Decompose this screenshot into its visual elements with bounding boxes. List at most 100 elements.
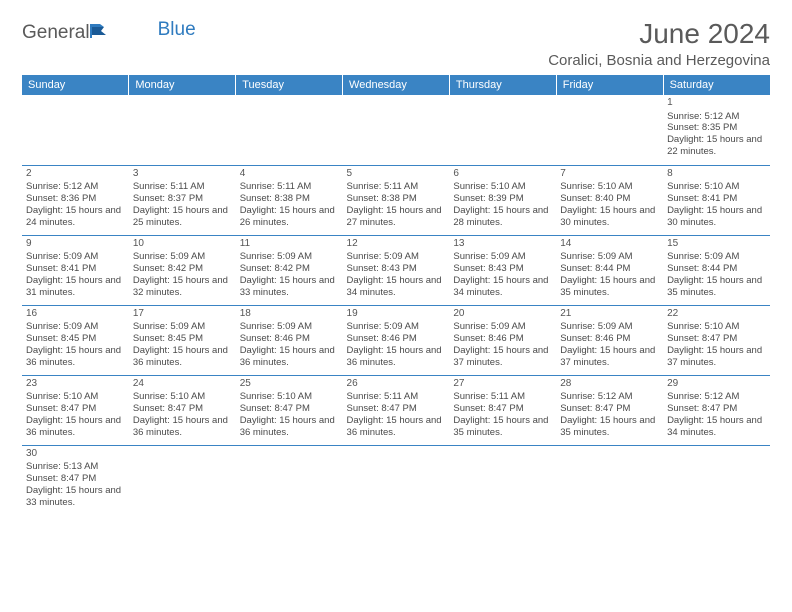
sunset-text: Sunset: 8:47 PM bbox=[26, 473, 125, 485]
calendar-cell: 13Sunrise: 5:09 AMSunset: 8:43 PMDayligh… bbox=[449, 235, 556, 305]
daylight-text: Daylight: 15 hours and 36 minutes. bbox=[347, 345, 446, 369]
sunset-text: Sunset: 8:46 PM bbox=[453, 333, 552, 345]
daylight-text: Daylight: 15 hours and 36 minutes. bbox=[26, 415, 125, 439]
daylight-text: Daylight: 15 hours and 35 minutes. bbox=[560, 275, 659, 299]
calendar-cell: 26Sunrise: 5:11 AMSunset: 8:47 PMDayligh… bbox=[343, 375, 450, 445]
calendar-cell bbox=[22, 95, 129, 165]
sunrise-text: Sunrise: 5:11 AM bbox=[133, 181, 232, 193]
sunset-text: Sunset: 8:45 PM bbox=[26, 333, 125, 345]
calendar-cell: 5Sunrise: 5:11 AMSunset: 8:38 PMDaylight… bbox=[343, 165, 450, 235]
sunset-text: Sunset: 8:39 PM bbox=[453, 193, 552, 205]
calendar-cell: 9Sunrise: 5:09 AMSunset: 8:41 PMDaylight… bbox=[22, 235, 129, 305]
sunrise-text: Sunrise: 5:12 AM bbox=[667, 111, 766, 123]
day-number: 10 bbox=[133, 238, 232, 251]
sunrise-text: Sunrise: 5:12 AM bbox=[26, 181, 125, 193]
daylight-text: Daylight: 15 hours and 25 minutes. bbox=[133, 205, 232, 229]
logo-text-general: General bbox=[22, 22, 90, 44]
day-number: 15 bbox=[667, 238, 766, 251]
col-sunday: Sunday bbox=[22, 75, 129, 95]
sunrise-text: Sunrise: 5:09 AM bbox=[133, 251, 232, 263]
sunset-text: Sunset: 8:47 PM bbox=[453, 403, 552, 415]
day-number: 7 bbox=[560, 168, 659, 181]
sunrise-text: Sunrise: 5:10 AM bbox=[240, 391, 339, 403]
calendar-cell bbox=[343, 95, 450, 165]
flag-icon bbox=[90, 24, 110, 43]
sunrise-text: Sunrise: 5:09 AM bbox=[240, 321, 339, 333]
calendar-cell: 2Sunrise: 5:12 AMSunset: 8:36 PMDaylight… bbox=[22, 165, 129, 235]
day-number: 22 bbox=[667, 308, 766, 321]
sunrise-text: Sunrise: 5:09 AM bbox=[560, 321, 659, 333]
calendar-cell bbox=[449, 95, 556, 165]
day-number: 8 bbox=[667, 168, 766, 181]
sunrise-text: Sunrise: 5:10 AM bbox=[26, 391, 125, 403]
day-number: 3 bbox=[133, 168, 232, 181]
calendar-cell bbox=[556, 445, 663, 515]
calendar-week-row: 1Sunrise: 5:12 AMSunset: 8:35 PMDaylight… bbox=[22, 95, 770, 165]
calendar-cell: 20Sunrise: 5:09 AMSunset: 8:46 PMDayligh… bbox=[449, 305, 556, 375]
sunset-text: Sunset: 8:47 PM bbox=[26, 403, 125, 415]
day-number: 24 bbox=[133, 378, 232, 391]
sunset-text: Sunset: 8:44 PM bbox=[560, 263, 659, 275]
sunrise-text: Sunrise: 5:10 AM bbox=[667, 321, 766, 333]
calendar-cell: 24Sunrise: 5:10 AMSunset: 8:47 PMDayligh… bbox=[129, 375, 236, 445]
calendar-cell: 30Sunrise: 5:13 AMSunset: 8:47 PMDayligh… bbox=[22, 445, 129, 515]
sunset-text: Sunset: 8:44 PM bbox=[667, 263, 766, 275]
daylight-text: Daylight: 15 hours and 33 minutes. bbox=[240, 275, 339, 299]
day-number: 11 bbox=[240, 238, 339, 251]
calendar-cell bbox=[129, 445, 236, 515]
daylight-text: Daylight: 15 hours and 37 minutes. bbox=[453, 345, 552, 369]
calendar-cell: 7Sunrise: 5:10 AMSunset: 8:40 PMDaylight… bbox=[556, 165, 663, 235]
calendar-cell: 10Sunrise: 5:09 AMSunset: 8:42 PMDayligh… bbox=[129, 235, 236, 305]
sunset-text: Sunset: 8:38 PM bbox=[347, 193, 446, 205]
sunrise-text: Sunrise: 5:09 AM bbox=[133, 321, 232, 333]
calendar-cell: 27Sunrise: 5:11 AMSunset: 8:47 PMDayligh… bbox=[449, 375, 556, 445]
header: General Blue June 2024 Coralici, Bosnia … bbox=[22, 18, 770, 69]
sunset-text: Sunset: 8:47 PM bbox=[667, 403, 766, 415]
title-block: June 2024 Coralici, Bosnia and Herzegovi… bbox=[548, 18, 770, 69]
calendar-cell bbox=[449, 445, 556, 515]
daylight-text: Daylight: 15 hours and 37 minutes. bbox=[667, 345, 766, 369]
calendar-cell: 12Sunrise: 5:09 AMSunset: 8:43 PMDayligh… bbox=[343, 235, 450, 305]
day-number: 6 bbox=[453, 168, 552, 181]
day-number: 9 bbox=[26, 238, 125, 251]
day-number: 21 bbox=[560, 308, 659, 321]
daylight-text: Daylight: 15 hours and 28 minutes. bbox=[453, 205, 552, 229]
sunrise-text: Sunrise: 5:11 AM bbox=[347, 181, 446, 193]
col-thursday: Thursday bbox=[449, 75, 556, 95]
calendar-cell bbox=[129, 95, 236, 165]
calendar-cell: 23Sunrise: 5:10 AMSunset: 8:47 PMDayligh… bbox=[22, 375, 129, 445]
day-number: 30 bbox=[26, 448, 125, 461]
calendar-cell: 29Sunrise: 5:12 AMSunset: 8:47 PMDayligh… bbox=[663, 375, 770, 445]
sunset-text: Sunset: 8:47 PM bbox=[133, 403, 232, 415]
location-text: Coralici, Bosnia and Herzegovina bbox=[548, 52, 770, 69]
sunset-text: Sunset: 8:46 PM bbox=[240, 333, 339, 345]
sunrise-text: Sunrise: 5:12 AM bbox=[667, 391, 766, 403]
day-number: 19 bbox=[347, 308, 446, 321]
sunset-text: Sunset: 8:38 PM bbox=[240, 193, 339, 205]
daylight-text: Daylight: 15 hours and 34 minutes. bbox=[453, 275, 552, 299]
calendar-cell: 14Sunrise: 5:09 AMSunset: 8:44 PMDayligh… bbox=[556, 235, 663, 305]
sunset-text: Sunset: 8:47 PM bbox=[667, 333, 766, 345]
sunrise-text: Sunrise: 5:09 AM bbox=[453, 321, 552, 333]
logo-text-blue: Blue bbox=[158, 19, 196, 41]
calendar-cell: 16Sunrise: 5:09 AMSunset: 8:45 PMDayligh… bbox=[22, 305, 129, 375]
sunrise-text: Sunrise: 5:09 AM bbox=[26, 251, 125, 263]
calendar-week-row: 23Sunrise: 5:10 AMSunset: 8:47 PMDayligh… bbox=[22, 375, 770, 445]
calendar-cell: 21Sunrise: 5:09 AMSunset: 8:46 PMDayligh… bbox=[556, 305, 663, 375]
col-friday: Friday bbox=[556, 75, 663, 95]
daylight-text: Daylight: 15 hours and 24 minutes. bbox=[26, 205, 125, 229]
sunset-text: Sunset: 8:46 PM bbox=[560, 333, 659, 345]
daylight-text: Daylight: 15 hours and 37 minutes. bbox=[560, 345, 659, 369]
calendar-cell: 3Sunrise: 5:11 AMSunset: 8:37 PMDaylight… bbox=[129, 165, 236, 235]
sunrise-text: Sunrise: 5:11 AM bbox=[240, 181, 339, 193]
daylight-text: Daylight: 15 hours and 36 minutes. bbox=[347, 415, 446, 439]
calendar-cell bbox=[236, 445, 343, 515]
calendar-cell bbox=[663, 445, 770, 515]
calendar-table: Sunday Monday Tuesday Wednesday Thursday… bbox=[22, 75, 770, 515]
day-number: 25 bbox=[240, 378, 339, 391]
daylight-text: Daylight: 15 hours and 22 minutes. bbox=[667, 134, 766, 158]
daylight-text: Daylight: 15 hours and 34 minutes. bbox=[667, 415, 766, 439]
sunrise-text: Sunrise: 5:09 AM bbox=[240, 251, 339, 263]
day-number: 29 bbox=[667, 378, 766, 391]
daylight-text: Daylight: 15 hours and 36 minutes. bbox=[26, 345, 125, 369]
